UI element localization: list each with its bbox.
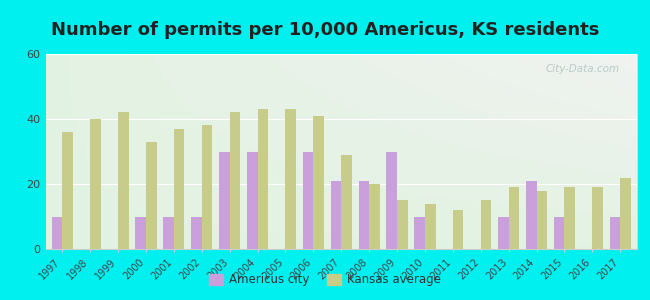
Bar — [146, 142, 157, 249]
Bar — [610, 217, 620, 249]
Text: City-Data.com: City-Data.com — [545, 64, 619, 74]
Legend: Americus city, Kansas average: Americus city, Kansas average — [204, 269, 446, 291]
Bar — [369, 184, 380, 249]
Bar — [414, 217, 425, 249]
Bar — [313, 116, 324, 249]
Bar — [387, 152, 397, 249]
Bar — [341, 155, 352, 249]
Bar — [303, 152, 313, 249]
Bar — [285, 109, 296, 249]
Bar — [62, 132, 73, 249]
Bar — [135, 217, 146, 249]
Bar — [331, 181, 341, 249]
Bar — [481, 200, 491, 249]
Bar — [257, 109, 268, 249]
Bar — [90, 119, 101, 249]
Bar — [564, 187, 575, 249]
Bar — [202, 125, 213, 249]
Text: Number of permits per 10,000 Americus, KS residents: Number of permits per 10,000 Americus, K… — [51, 21, 599, 39]
Bar — [397, 200, 408, 249]
Bar — [498, 217, 509, 249]
Bar — [191, 217, 202, 249]
Bar — [554, 217, 564, 249]
Bar — [592, 187, 603, 249]
Bar — [219, 152, 229, 249]
Bar — [174, 129, 185, 249]
Bar — [620, 178, 631, 249]
Bar — [247, 152, 257, 249]
Bar — [163, 217, 174, 249]
Bar — [536, 190, 547, 249]
Bar — [118, 112, 129, 249]
Bar — [51, 217, 62, 249]
Bar — [359, 181, 369, 249]
Bar — [509, 187, 519, 249]
Bar — [526, 181, 536, 249]
Bar — [425, 203, 436, 249]
Bar — [453, 210, 463, 249]
Bar — [229, 112, 240, 249]
